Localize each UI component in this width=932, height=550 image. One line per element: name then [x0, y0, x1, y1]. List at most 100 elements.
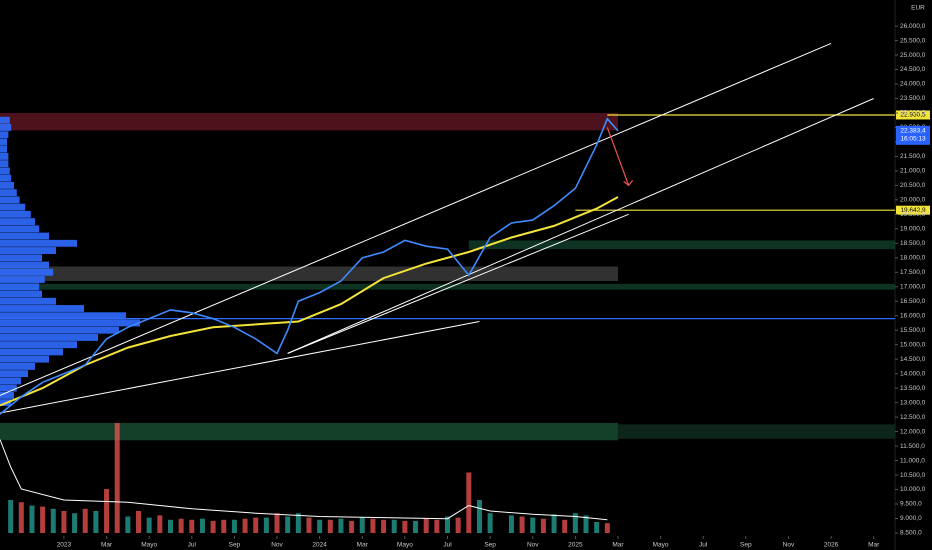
profile-bar [0, 232, 49, 240]
level-tag [896, 110, 930, 120]
trend-line [0, 321, 480, 414]
x-tick-label: Mayo [141, 542, 157, 549]
profile-bar [0, 189, 17, 197]
volume-bar [189, 519, 195, 533]
volume-bar [40, 506, 46, 533]
y-tick-label: 9.000,0 [900, 515, 922, 522]
y-tick-label: 12.500,0 [900, 414, 926, 421]
y-tick-label: 13.500,0 [900, 385, 926, 392]
y-tick-label: 23.000,0 [900, 110, 926, 117]
profile-bar [0, 181, 14, 189]
currency-label: EUR [911, 5, 925, 12]
volume-bar [466, 472, 472, 533]
profile-bar [0, 319, 140, 327]
price-line [0, 117, 619, 415]
y-tick-label: 21.000,0 [900, 168, 926, 175]
volume-bar [391, 519, 397, 533]
volume-bar [530, 517, 536, 533]
volume-bar [199, 518, 205, 533]
y-tick-label: 15.500,0 [900, 327, 926, 334]
y-tick-label: 15.000,0 [900, 341, 926, 348]
y-tick-label: 26.000,0 [900, 23, 926, 30]
y-tick-label: 17.500,0 [900, 269, 926, 276]
y-tick-label: 14.000,0 [900, 370, 926, 377]
x-tick-label: 2024 [312, 542, 327, 549]
volume-bar [50, 508, 56, 533]
profile-bar [0, 276, 45, 283]
x-tick-label: Mayo [397, 542, 413, 549]
y-tick-label: 20.500,0 [900, 182, 926, 189]
volume-bar [455, 517, 461, 533]
profile-bar [0, 116, 10, 124]
volume-bar [540, 518, 546, 533]
volume-bar [136, 511, 142, 533]
level-tag [896, 205, 930, 215]
x-tick-label: Jul [699, 542, 708, 549]
profile-bar [0, 334, 98, 341]
volume-bar [519, 516, 525, 533]
y-tick-label: 10.500,0 [900, 472, 926, 479]
y-tick-label: 10.000,0 [900, 486, 926, 493]
trend-line [287, 98, 874, 354]
volume-bar [476, 500, 482, 533]
forecast-arrow [606, 127, 634, 187]
profile-bar [0, 391, 14, 399]
volume-bar [508, 515, 514, 533]
profile-bar [0, 167, 10, 175]
x-tick-label: Mar [357, 542, 369, 549]
y-tick-label: 25.500,0 [900, 37, 926, 44]
x-tick-label: Mayo [653, 542, 669, 549]
volume-bar [402, 520, 408, 533]
x-tick-label: Sep [229, 542, 241, 549]
y-tick-label: 19.000,0 [900, 226, 926, 233]
y-tick-label: 8.500,0 [900, 530, 922, 537]
profile-bar [0, 196, 20, 204]
volume-bar [157, 515, 163, 533]
profile-bar [0, 305, 84, 312]
volume-bar [253, 517, 259, 533]
volume-bar [82, 508, 88, 533]
moving-average [0, 196, 619, 407]
y-tick-label: 17.000,0 [900, 283, 926, 290]
zone [0, 112, 618, 131]
volume-bar [221, 519, 227, 533]
profile-bar [0, 341, 77, 349]
y-tick-label: 16.500,0 [900, 298, 926, 305]
volume-bar [349, 520, 355, 533]
volume-bar [359, 517, 365, 533]
volume-bar [167, 519, 173, 533]
y-tick-label: 14.500,0 [900, 356, 926, 363]
profile-bar [0, 210, 31, 218]
profile-bar [0, 239, 77, 247]
volume-bar [178, 518, 184, 533]
profile-bar [0, 261, 49, 269]
profile-bar [0, 377, 21, 385]
profile-bar [0, 290, 42, 298]
volume-bar [263, 517, 269, 533]
volume-bar [285, 516, 291, 533]
volume-bar [114, 423, 120, 533]
profile-bar [0, 384, 17, 392]
volume-bar [583, 515, 589, 533]
zone [617, 424, 895, 439]
zone [468, 240, 895, 250]
profile-bar [0, 254, 42, 262]
x-tick-label: Nov [271, 542, 283, 549]
profile-bar [0, 218, 35, 226]
y-tick-label: 9.500,0 [900, 501, 922, 508]
volume-ma-line [0, 439, 608, 521]
profile-bar [0, 152, 9, 160]
volume-bar [604, 523, 610, 533]
volume-bar [61, 511, 67, 533]
y-tick-label: 19.500,0 [900, 211, 926, 218]
profile-bar [0, 370, 28, 378]
countdown-label: 16:05:13 [900, 136, 926, 143]
zone [0, 422, 618, 441]
trend-line [287, 213, 629, 354]
volume-bar [413, 520, 419, 533]
volume-bar [551, 514, 557, 533]
y-tick-label: 25.000,0 [900, 52, 926, 59]
x-tick-label: Sep [740, 542, 752, 549]
profile-bar [0, 247, 56, 254]
